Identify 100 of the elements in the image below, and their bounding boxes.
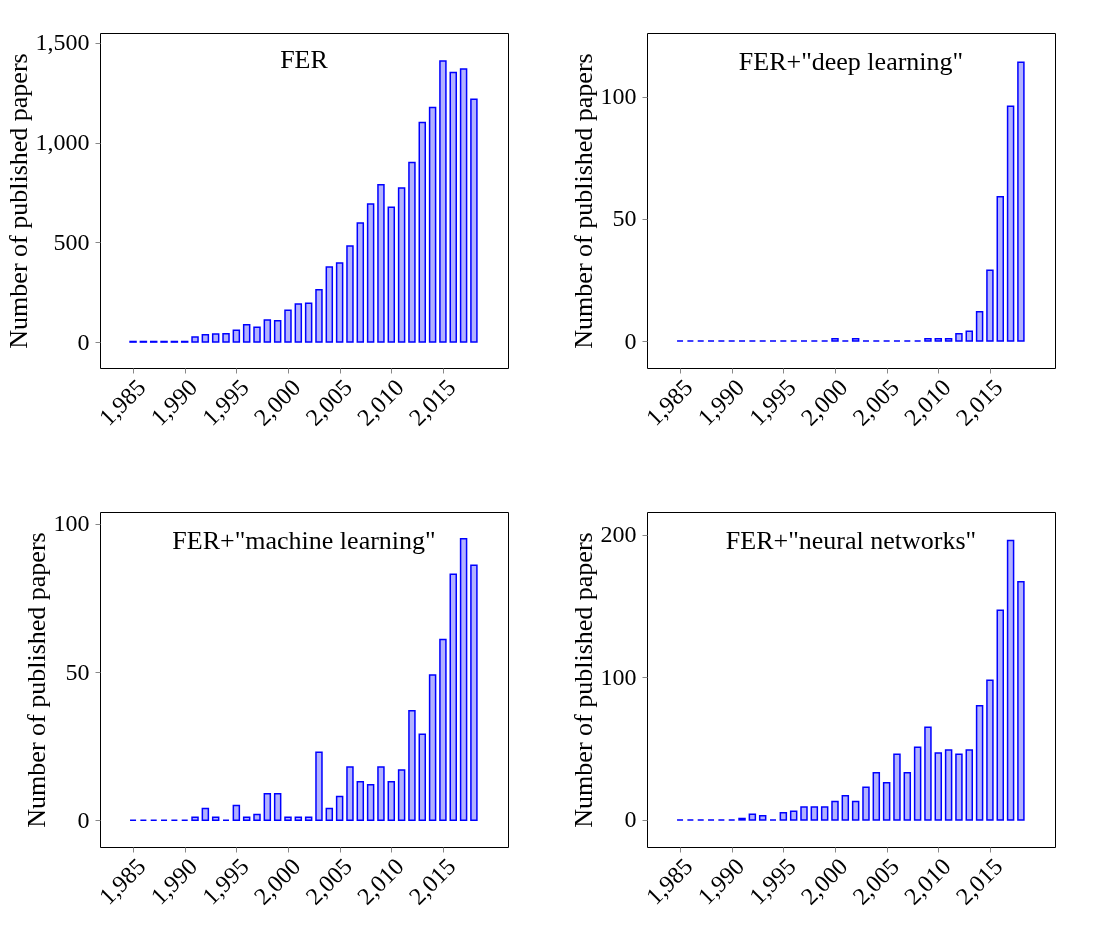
bar [315,288,323,343]
bar [893,753,901,821]
bar [325,266,334,343]
bar [273,319,282,343]
bar [211,333,220,343]
bar [408,709,416,822]
bar [428,106,437,343]
y-tick-label: 50 [612,205,637,232]
bar [356,781,365,822]
bar [862,786,870,821]
bar [934,752,943,821]
bar [800,806,808,821]
bar [965,330,974,342]
bar [820,806,829,821]
bar [211,816,220,822]
bar [459,68,468,343]
bar [1006,105,1015,342]
bar [304,302,313,343]
bar [1017,61,1025,342]
bar [304,816,313,822]
bar [831,337,839,342]
y-tick-label: 100 [600,83,637,110]
bar [273,792,282,822]
text: FER+"neural networks" [725,526,977,555]
y-tick-label: 1,000 [35,129,90,156]
bar [758,814,767,821]
y-axis-title: Number of published papers [21,532,51,828]
y-axis-title: Number of published papers [568,532,598,828]
bar [191,816,199,822]
text: FER+"deep learning" [738,47,964,76]
bar [924,726,932,821]
bar [397,769,406,822]
bar [335,262,344,343]
bar [242,323,251,343]
bar [439,60,447,343]
bar [335,795,344,822]
bar [986,269,994,342]
bar [913,746,922,821]
bar [975,311,984,342]
bar [377,184,385,343]
bar [903,772,912,821]
bar [1006,539,1015,821]
bar [387,206,396,343]
bar [975,705,984,821]
bar [232,804,241,822]
bar [789,810,798,821]
bar [851,800,860,821]
bar [459,537,468,822]
y-tick-label: 0 [77,806,90,833]
y-tick-label: 1,500 [35,29,90,56]
y-tick-label: 100 [600,663,637,690]
y-tick-label: 100 [53,510,90,537]
y-tick-label: 500 [53,228,90,255]
bar [284,309,292,343]
bar [232,329,241,343]
bar [944,337,953,342]
bar [242,816,251,822]
bar [944,749,953,821]
bar [882,782,891,821]
y-tick-label: 0 [624,806,637,833]
y-axis-title: Number of published papers [3,53,33,349]
text: FER+"machine learning" [172,525,436,555]
bar [191,336,199,343]
bar [418,121,427,343]
bar [1017,581,1025,821]
bar [366,203,375,343]
y-tick-label: 200 [600,521,637,548]
bar [346,766,354,822]
bar [397,187,406,343]
bar [449,573,458,822]
bar [263,319,272,343]
y-tick-label: 0 [77,328,90,355]
bar [851,337,860,342]
bar [965,749,974,821]
bar [346,245,354,343]
bar [470,564,478,822]
bar [377,766,385,822]
bar [996,196,1005,342]
bar [294,816,303,822]
bar [996,609,1005,821]
bar [449,71,458,343]
bar [222,332,230,343]
bar [831,800,839,821]
bar [253,813,261,822]
bar [924,337,932,342]
bar [201,333,210,343]
bar [470,98,478,343]
bar [253,326,261,343]
bar [408,161,416,343]
bar [955,333,963,342]
bar [284,816,292,822]
y-tick-label: 50 [65,658,90,685]
y-axis-title: Number of published papers [568,53,598,349]
bar [315,751,323,822]
bar [934,337,943,342]
bar [263,792,272,822]
bar [810,806,819,821]
bar [387,781,396,822]
bar [428,674,437,822]
bar [779,812,788,821]
